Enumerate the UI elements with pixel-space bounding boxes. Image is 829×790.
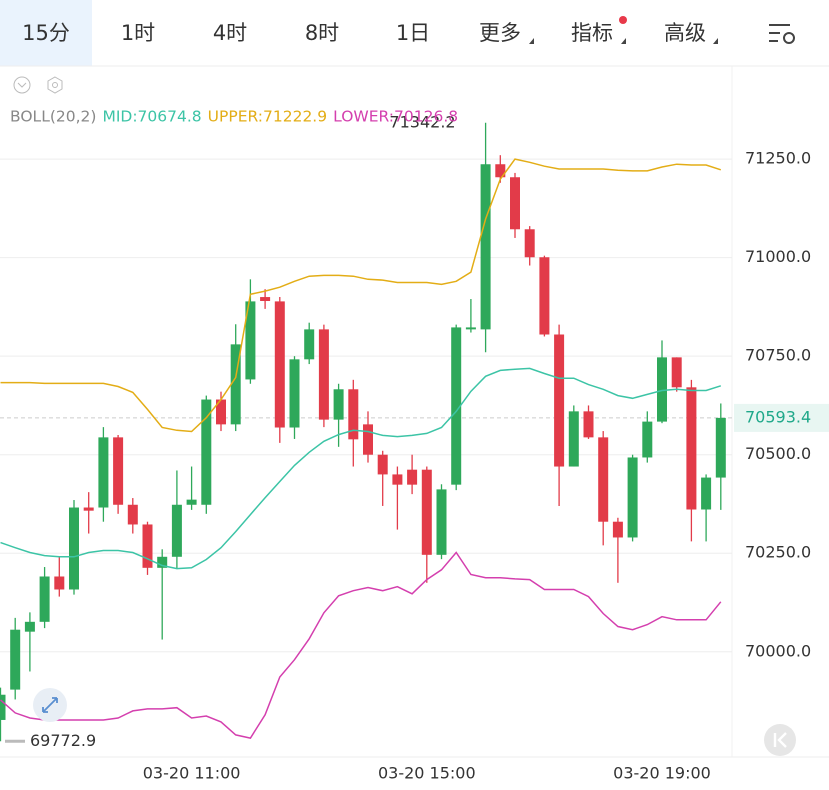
last-price-label: 70593.4 [745,407,811,426]
candle-body [39,576,50,622]
candle-body [98,437,109,508]
candle-body [0,694,6,720]
dropdown-arrows [529,38,718,44]
last-price-bg [734,403,829,432]
indicator-line [0,551,722,739]
tab[interactable]: 更多 [479,21,521,45]
candle-body [701,477,712,510]
candle-body [289,359,300,428]
badge-dot [619,16,627,24]
candle-body [598,437,609,522]
tab[interactable]: 指标 [571,21,613,45]
settings-hex[interactable] [47,76,63,94]
candle-body [363,424,373,455]
settings-icon[interactable] [769,24,795,44]
toolbar: 15分 1时 4时 8时 1日 更多 指标 高级 [0,0,706,66]
candle-body [318,329,329,420]
candle-body [54,576,65,590]
tab[interactable]: 8时 [305,21,339,45]
active-tab-bg [0,0,92,66]
candle-body [671,357,682,388]
candle-body [642,421,653,458]
x-tick-label: 03-20 15:00 [378,764,476,783]
candle-body [83,507,94,511]
y-tick-label: 70000.0 [745,641,811,660]
candle-body [245,301,256,380]
legend-label: UPPER:71222.9 [208,108,327,126]
candle-body [304,329,315,360]
y-tick-label: 70750.0 [745,346,811,365]
candle-body [69,507,79,590]
candle-body [142,524,153,568]
candle-body [657,357,667,422]
candle-body [392,474,403,485]
candle-body [715,417,726,478]
max-label: 71342.2 [389,112,455,131]
candle-body [583,411,594,438]
settings-hex-dot [52,82,58,88]
tab[interactable]: 1时 [121,21,155,45]
candle-body [539,257,550,335]
indicator-line [0,367,722,570]
candle-body [510,177,520,230]
reset-icon [773,732,787,748]
indicator-line [0,158,722,433]
expand-icon [42,697,58,713]
legend-label: LOWER:70126.8 [333,108,458,126]
y-tick-label: 71250.0 [745,149,811,168]
min-label: 69772.9 [30,731,96,750]
candle-body [377,454,388,475]
candle-body [451,327,462,485]
candle-body [333,389,344,420]
tab[interactable]: 4时 [213,21,247,45]
candle-body [612,521,623,538]
candle-body [230,344,241,425]
collapse-chevron [17,82,27,88]
candle-body [127,504,138,525]
legend-label: MID:70674.8 [102,108,201,126]
candle-body [113,437,124,505]
y-tick-label: 71000.0 [745,247,811,266]
candle-body [421,469,432,555]
x-tick-label: 03-20 11:00 [143,764,241,783]
tab[interactable]: 15分 [22,21,70,45]
candle-body [186,499,197,505]
candle-body [348,389,359,440]
indicator-name: BOLL(20,2) [10,108,96,126]
y-tick-label: 70500.0 [745,444,811,463]
candle-body [495,164,506,178]
candle-body [627,457,638,538]
candle-body [480,164,491,330]
x-tick-label: 03-20 19:00 [613,764,711,783]
candle-body [10,629,21,690]
candle-body [568,411,579,467]
plot: 70000.0 70250.0 70500.0 70750.0 71000.0 71250… [0,108,829,783]
tab[interactable]: 1日 [396,21,430,45]
candle-body [157,556,168,568]
candle-body [524,229,535,258]
candle-body [407,469,418,485]
candle-body [201,399,212,505]
tab[interactable]: 高级 [664,21,706,45]
candle-body [260,297,271,302]
candle-body [24,621,35,632]
candle-body [274,301,285,428]
candle-body [436,489,447,555]
y-tick-label: 70250.0 [745,543,811,562]
candle-body [171,504,182,557]
candle-body [554,334,565,467]
candle-body [216,399,226,425]
candle-body [686,387,697,510]
collapse-icon[interactable] [13,76,31,94]
candle-body [465,327,476,330]
